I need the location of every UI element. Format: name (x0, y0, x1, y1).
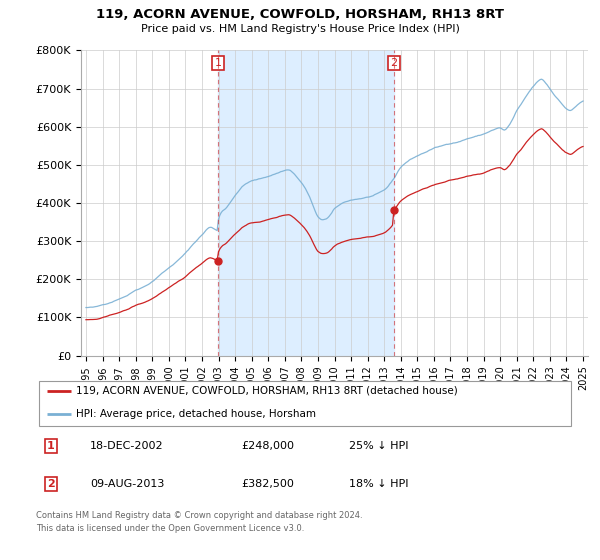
Text: 25% ↓ HPI: 25% ↓ HPI (349, 441, 409, 451)
Text: 119, ACORN AVENUE, COWFOLD, HORSHAM, RH13 8RT (detached house): 119, ACORN AVENUE, COWFOLD, HORSHAM, RH1… (77, 386, 458, 395)
Bar (218, 50, 394, 356)
Text: 18-DEC-2002: 18-DEC-2002 (90, 441, 164, 451)
Text: £382,500: £382,500 (241, 479, 294, 489)
Text: 18% ↓ HPI: 18% ↓ HPI (349, 479, 409, 489)
Text: 09-AUG-2013: 09-AUG-2013 (90, 479, 164, 489)
Text: Price paid vs. HM Land Registry's House Price Index (HPI): Price paid vs. HM Land Registry's House … (140, 24, 460, 34)
FancyBboxPatch shape (39, 381, 571, 426)
Text: 2: 2 (47, 479, 55, 489)
Text: Contains HM Land Registry data © Crown copyright and database right 2024.: Contains HM Land Registry data © Crown c… (36, 511, 362, 520)
Text: HPI: Average price, detached house, Horsham: HPI: Average price, detached house, Hors… (77, 409, 317, 419)
Text: 1: 1 (214, 58, 221, 68)
Text: 1: 1 (47, 441, 55, 451)
Text: £248,000: £248,000 (241, 441, 294, 451)
Text: 2: 2 (390, 58, 397, 68)
Text: 119, ACORN AVENUE, COWFOLD, HORSHAM, RH13 8RT: 119, ACORN AVENUE, COWFOLD, HORSHAM, RH1… (96, 8, 504, 21)
Text: This data is licensed under the Open Government Licence v3.0.: This data is licensed under the Open Gov… (36, 524, 304, 533)
